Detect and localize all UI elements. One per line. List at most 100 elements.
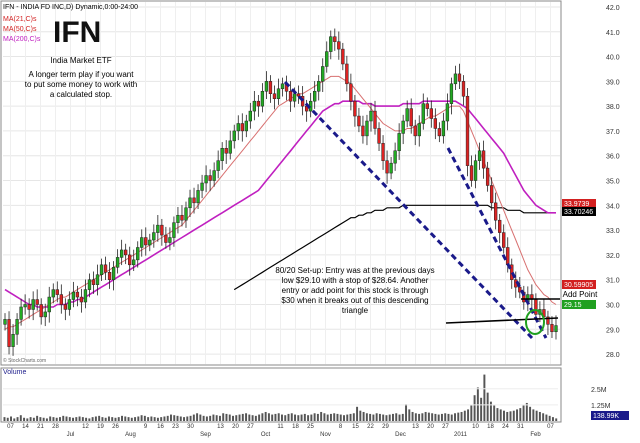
candle-body bbox=[136, 247, 140, 261]
candle-body bbox=[35, 299, 39, 305]
volume-bar bbox=[303, 413, 306, 421]
volume-bar bbox=[506, 411, 509, 421]
volume-bar bbox=[424, 411, 427, 421]
x-tick-label: 13 bbox=[217, 424, 224, 430]
volume-bar bbox=[248, 414, 251, 421]
volume-bar bbox=[163, 416, 166, 421]
candle-body bbox=[397, 133, 401, 152]
text-line: low $29.10 with a stop of $28.64. Anothe… bbox=[282, 276, 429, 285]
candle-body bbox=[437, 128, 442, 137]
volume-bar bbox=[32, 417, 35, 421]
candle-body bbox=[469, 165, 474, 181]
candle-body bbox=[361, 125, 365, 137]
description: A longer term play if you want to put som… bbox=[25, 70, 138, 99]
volume-bar bbox=[150, 416, 153, 421]
volume-bar bbox=[496, 408, 499, 421]
y-tick-label: 28.0 bbox=[606, 352, 620, 359]
volume-bar bbox=[372, 414, 375, 421]
chart-title-line: IFN - INDIA FD INC,D) Dynamic,0:00-24:00 bbox=[3, 4, 138, 11]
text-line: entry or add point for this stock is thr… bbox=[282, 286, 429, 295]
volume-axis: 2.5M 1.25M 138.99K bbox=[3, 387, 629, 420]
candle-body bbox=[393, 150, 397, 164]
volume-bar bbox=[532, 409, 535, 421]
x-tick-label: 19 bbox=[97, 424, 104, 430]
candle-body bbox=[550, 324, 554, 333]
volume-bar bbox=[310, 414, 313, 421]
candle-body bbox=[457, 73, 462, 82]
candle-body bbox=[236, 123, 240, 132]
volume-bar bbox=[281, 414, 283, 421]
candle-body bbox=[47, 296, 51, 313]
candle-body bbox=[168, 237, 172, 243]
candle-body bbox=[518, 286, 522, 293]
volume-bar bbox=[23, 417, 26, 421]
candlestick-series bbox=[3, 28, 558, 356]
candle-body bbox=[554, 325, 558, 333]
y-tick-label: 36.0 bbox=[606, 154, 620, 161]
ma-200-series bbox=[233, 204, 552, 291]
text-line: a calculated stop. bbox=[50, 90, 112, 99]
volume-bar bbox=[176, 415, 179, 421]
volume-bar bbox=[55, 417, 58, 421]
volume-bar bbox=[480, 397, 483, 421]
x-tick-label: 16 bbox=[157, 424, 164, 430]
volume-bar bbox=[486, 392, 489, 421]
volume-bar bbox=[483, 374, 486, 421]
candle-body bbox=[172, 222, 176, 238]
candle-body bbox=[333, 36, 337, 42]
volume-bar bbox=[329, 413, 332, 421]
candle-body bbox=[204, 175, 208, 184]
volume-bar bbox=[235, 415, 238, 421]
volume-bar bbox=[59, 417, 61, 421]
volume-bar bbox=[287, 413, 290, 421]
x-tick-label: 20 bbox=[427, 424, 434, 430]
candle-body bbox=[409, 108, 413, 127]
candle-body bbox=[369, 110, 373, 122]
descending-trendline-short bbox=[446, 147, 548, 339]
volume-bar bbox=[85, 417, 88, 421]
volume-bars bbox=[3, 374, 558, 421]
volume-tick-label: 1.25M bbox=[591, 403, 611, 410]
volume-bar bbox=[313, 413, 316, 421]
volume-bar bbox=[179, 416, 182, 421]
volume-bar bbox=[375, 413, 378, 421]
candle-body bbox=[357, 115, 361, 127]
x-tick-label: Dec bbox=[395, 432, 406, 438]
x-tick-label: Jul bbox=[67, 432, 75, 438]
volume-bar bbox=[447, 413, 450, 421]
volume-bar bbox=[277, 413, 280, 421]
text-line: A longer term play if you want bbox=[29, 70, 135, 79]
volume-bar bbox=[222, 413, 225, 421]
volume-bar bbox=[65, 416, 68, 421]
volume-bar bbox=[134, 417, 137, 421]
x-tick-label: 21 bbox=[37, 424, 44, 430]
volume-bar bbox=[160, 417, 163, 421]
ma-50-line bbox=[4, 100, 556, 308]
volume-bar bbox=[346, 414, 349, 421]
y-tick-label: 37.0 bbox=[606, 129, 620, 136]
candle-body bbox=[252, 100, 257, 112]
y-tick-label: 31.0 bbox=[606, 278, 620, 285]
volume-bar bbox=[434, 413, 437, 421]
volume-bar bbox=[467, 409, 470, 421]
volume-bar bbox=[431, 413, 434, 421]
volume-label: Volume bbox=[3, 369, 26, 376]
volume-bar bbox=[343, 415, 345, 421]
candle-body bbox=[196, 190, 200, 204]
y-tick-label: 32.0 bbox=[606, 253, 620, 260]
volume-bar bbox=[522, 405, 525, 421]
text-line: 80/20 Set-up: Entry was at the previous … bbox=[275, 266, 434, 275]
x-tick-label: 27 bbox=[442, 424, 449, 430]
candle-body bbox=[63, 304, 67, 310]
volume-bar bbox=[62, 415, 65, 421]
volume-bar bbox=[519, 408, 522, 421]
x-tick-label: 20 bbox=[232, 424, 239, 430]
candle-body bbox=[79, 296, 84, 303]
x-tick-label: 10 bbox=[472, 424, 479, 430]
volume-bar bbox=[516, 409, 519, 421]
price-badge bbox=[562, 207, 596, 216]
volume-bar bbox=[551, 417, 554, 421]
volume-bar bbox=[382, 414, 385, 421]
y-tick-label: 38.0 bbox=[606, 104, 620, 111]
volume-bar bbox=[13, 418, 16, 421]
